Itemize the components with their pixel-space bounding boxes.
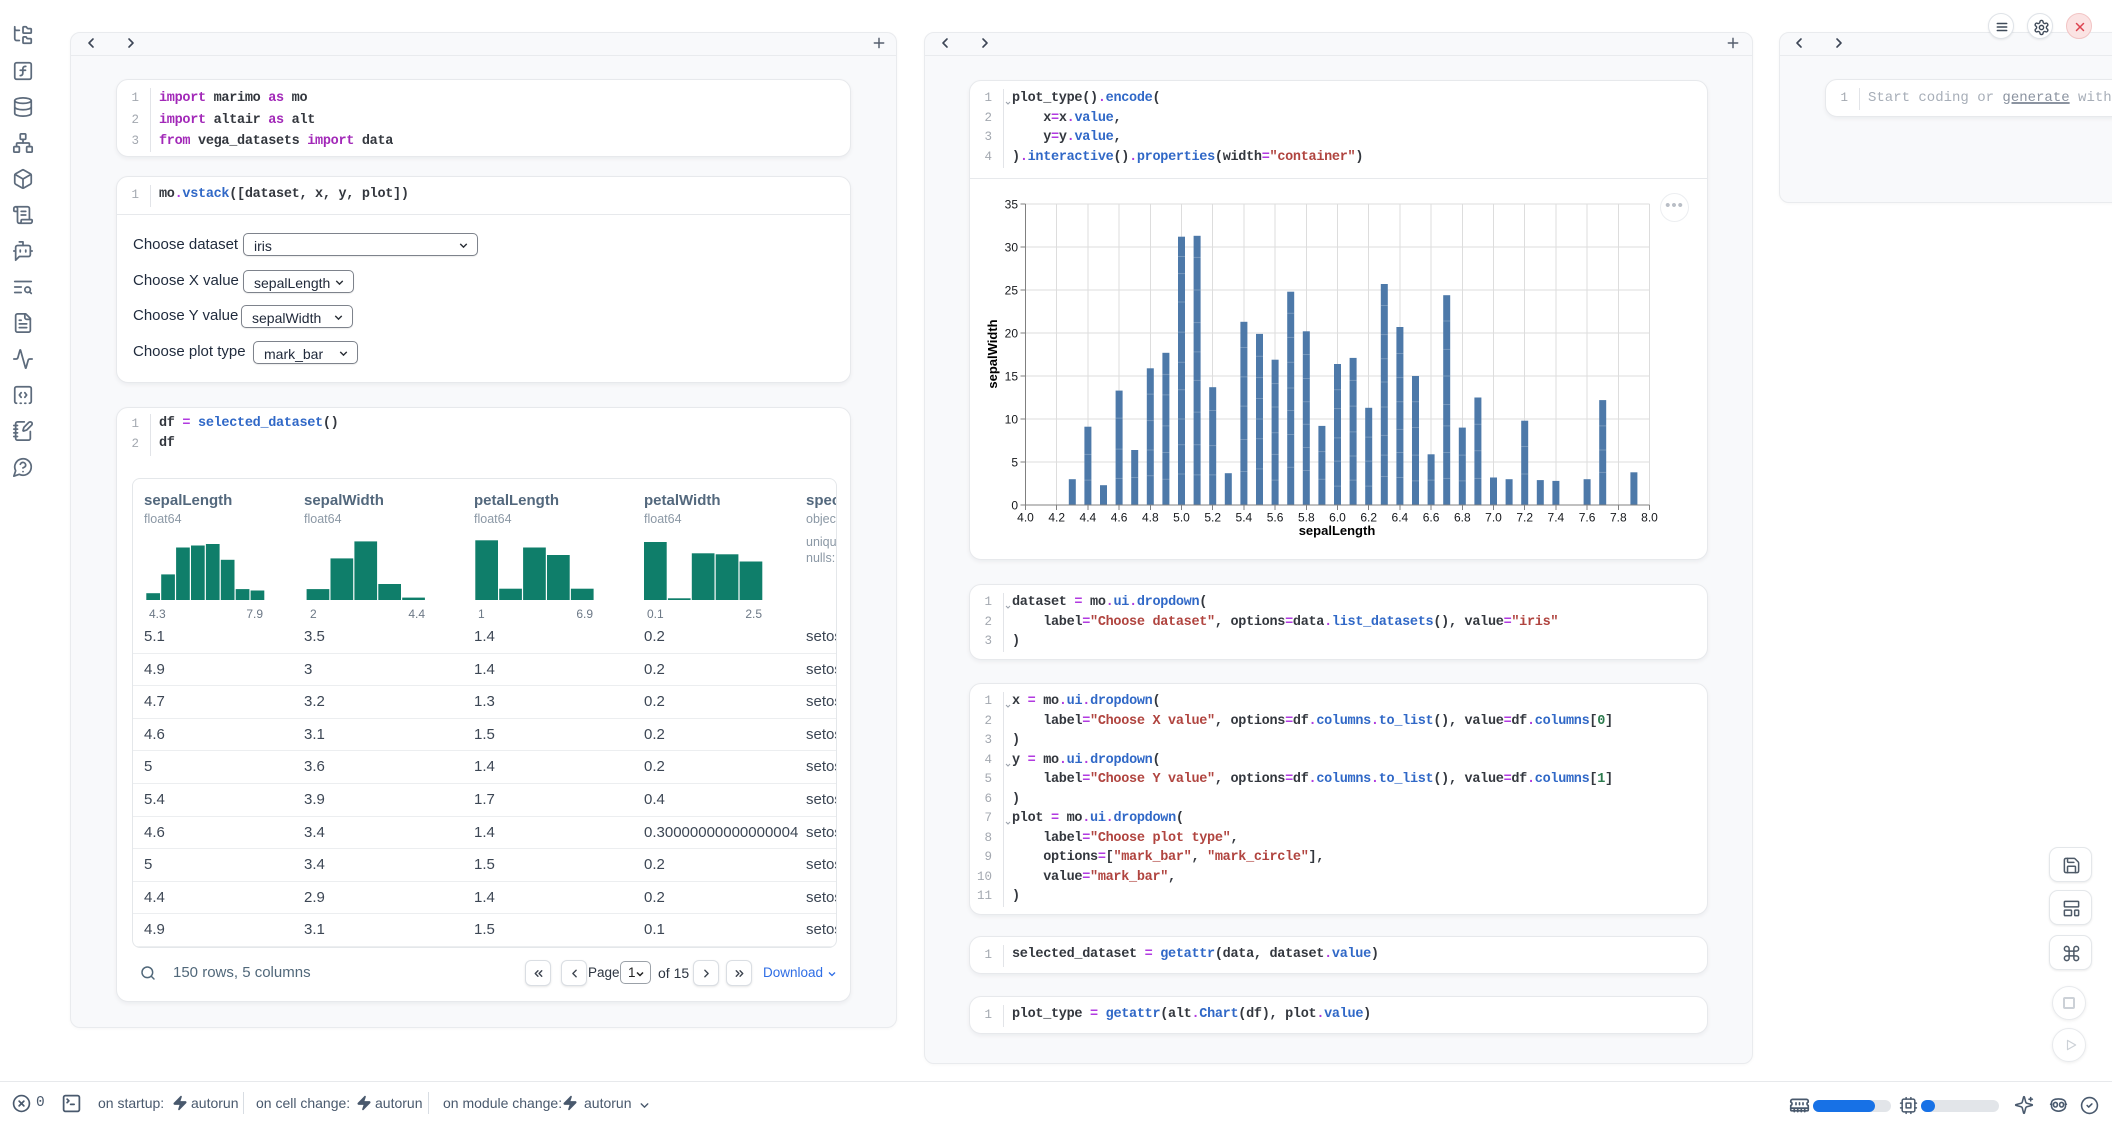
svg-text:6.4: 6.4 (1392, 511, 1409, 525)
svg-text:6.0: 6.0 (1329, 511, 1346, 525)
svg-text:15: 15 (1005, 370, 1019, 384)
svg-text:30: 30 (1005, 241, 1019, 255)
svg-text:25: 25 (1005, 284, 1019, 298)
svg-text:4.2: 4.2 (1048, 511, 1065, 525)
svg-text:5.0: 5.0 (1173, 511, 1190, 525)
svg-text:4.6: 4.6 (1111, 511, 1128, 525)
svg-text:10: 10 (1005, 413, 1019, 427)
svg-text:sepalLength: sepalLength (1299, 523, 1376, 538)
svg-text:5: 5 (1011, 456, 1018, 470)
svg-text:20: 20 (1005, 327, 1019, 341)
svg-text:6.6: 6.6 (1423, 511, 1440, 525)
svg-text:4.4: 4.4 (1080, 511, 1097, 525)
svg-text:7.0: 7.0 (1485, 511, 1502, 525)
svg-text:5.4: 5.4 (1236, 511, 1253, 525)
svg-text:6.8: 6.8 (1454, 511, 1471, 525)
svg-text:7.2: 7.2 (1516, 511, 1533, 525)
svg-text:4.8: 4.8 (1142, 511, 1159, 525)
svg-text:sepalWidth: sepalWidth (985, 319, 1000, 388)
svg-text:7.4: 7.4 (1548, 511, 1565, 525)
svg-text:0: 0 (1011, 499, 1018, 513)
svg-text:8.0: 8.0 (1641, 511, 1658, 525)
svg-text:7.8: 7.8 (1610, 511, 1627, 525)
svg-text:5.2: 5.2 (1204, 511, 1221, 525)
svg-text:35: 35 (1005, 198, 1019, 212)
svg-text:5.8: 5.8 (1298, 511, 1315, 525)
svg-text:7.6: 7.6 (1579, 511, 1596, 525)
svg-text:6.2: 6.2 (1360, 511, 1377, 525)
svg-text:4.0: 4.0 (1017, 511, 1034, 525)
svg-text:5.6: 5.6 (1267, 511, 1284, 525)
